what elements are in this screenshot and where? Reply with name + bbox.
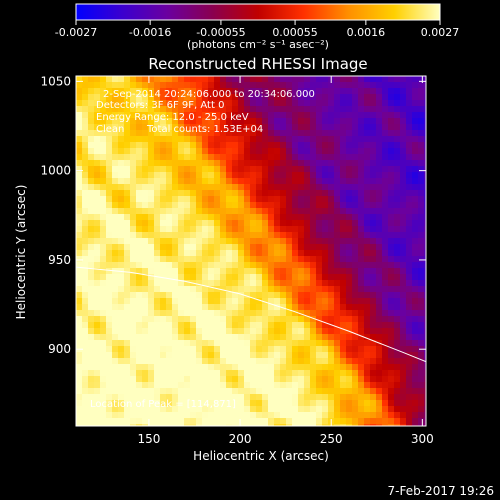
plot-frame bbox=[75, 75, 427, 427]
heatmap-image bbox=[76, 76, 426, 426]
annotation-time-range: 2-Sep-2014 20:24:06.000 to 20:34:06.000 bbox=[103, 89, 315, 100]
annotation-clean: Clean bbox=[96, 124, 124, 135]
annotation-counts: Total counts: 1.53E+04 bbox=[146, 124, 263, 135]
y-axis-label: Heliocentric Y (arcsec) bbox=[14, 185, 28, 320]
colorbar-tick-label: -0.0027 bbox=[55, 26, 97, 39]
colorbar-tick-label: 0.00055 bbox=[272, 26, 318, 39]
x-tick-label: 200 bbox=[229, 432, 252, 446]
annotation-detectors: Detectors: 3F 6F 9F, Att 0 bbox=[96, 100, 224, 111]
x-axis-label: Heliocentric X (arcsec) bbox=[193, 449, 329, 463]
y-tick-label: 900 bbox=[48, 342, 71, 356]
colorbar-tick-label: -0.0016 bbox=[129, 26, 171, 39]
y-tick-label: 1050 bbox=[40, 74, 71, 88]
colorbar bbox=[75, 3, 441, 21]
colorbar-ticks: -0.0027 -0.0016 -0.00055 0.00055 0.0016 0.002… bbox=[55, 20, 459, 39]
colorbar-tick-label: 0.0027 bbox=[421, 26, 460, 39]
x-axis-ticks: 150 200 250 300 bbox=[137, 76, 434, 446]
y-tick-label: 950 bbox=[48, 253, 71, 267]
colorbar-units-label: (photons cm⁻² s⁻¹ asec⁻²) bbox=[187, 38, 329, 51]
chart-title: Reconstructed RHESSI Image bbox=[148, 55, 367, 73]
colorbar-tick-label: -0.00055 bbox=[196, 26, 245, 39]
solar-limb-line bbox=[76, 266, 426, 363]
colorbar-tick-label: 0.0016 bbox=[347, 26, 386, 39]
footer-date: 7-Feb-2017 19:26 bbox=[388, 484, 494, 498]
x-tick-label: 150 bbox=[137, 432, 160, 446]
y-axis-ticks: 900 950 1000 1050 bbox=[40, 74, 426, 356]
annotation-peak: Location of Peak = [114,871] bbox=[90, 399, 236, 410]
y-tick-label: 1000 bbox=[40, 164, 71, 178]
x-tick-label: 300 bbox=[411, 432, 434, 446]
x-tick-label: 250 bbox=[320, 432, 343, 446]
annotation-energy: Energy Range: 12.0 - 25.0 keV bbox=[96, 112, 249, 123]
